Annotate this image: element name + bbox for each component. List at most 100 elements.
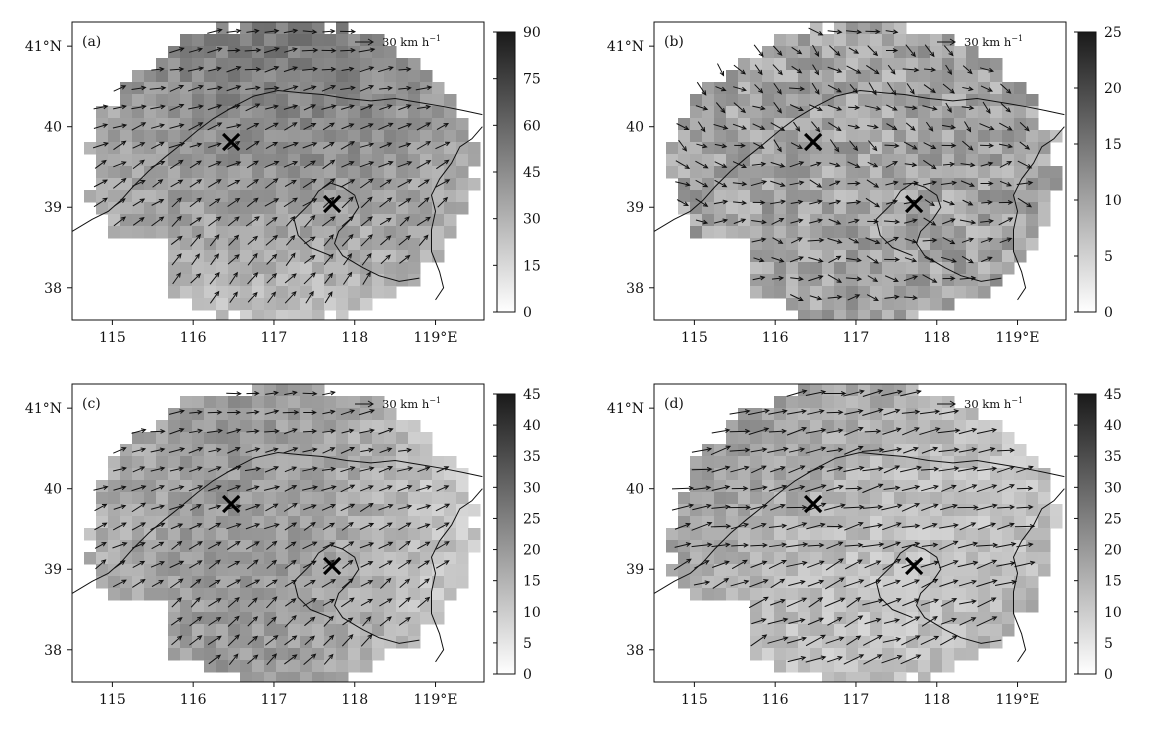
lat-tick-label: 38 — [44, 281, 62, 297]
colorbar-tick-label: 15 — [1104, 137, 1122, 153]
colorbar-tick-label: 35 — [1104, 449, 1122, 465]
colorbar-tick-label: 60 — [523, 118, 541, 134]
shaded-field — [84, 22, 481, 320]
lon-tick-label: 117 — [843, 330, 870, 346]
lat-tick-label: 40 — [626, 120, 644, 136]
colorbar-tick-label: 15 — [1104, 574, 1122, 590]
panel-d: (d) 30 km h−1 115 116 117 118 119°E 38 39 40 41°N 0… — [607, 383, 1122, 708]
colorbar-tick-label: 20 — [1104, 543, 1122, 559]
coastline — [72, 89, 483, 301]
map-frame — [71, 383, 485, 683]
city-marker-beijing — [804, 494, 823, 514]
lon-tick-label: 115 — [99, 692, 126, 708]
lat-tick-label: 39 — [44, 200, 62, 216]
panel-b: (b) 30 km h−1 115 116 117 118 119°E 38 39 40 41°N 0… — [607, 21, 1122, 346]
lat-tick-label: 38 — [44, 643, 62, 659]
colorbar-tick-label: 10 — [523, 605, 541, 621]
colorbar: 0 5 10 15 20 25 — [1074, 25, 1122, 321]
lat-tick-label: 38 — [626, 643, 644, 659]
lon-tick-label: 115 — [99, 330, 126, 346]
colorbar-tick-label: 35 — [523, 449, 541, 465]
lon-tick-label: 118 — [341, 330, 368, 346]
lon-tick-label: 119°E — [996, 692, 1040, 708]
lon-tick-label: 115 — [681, 330, 708, 346]
colorbar-tick-label: 40 — [523, 418, 541, 434]
lat-tick-label: 39 — [44, 562, 62, 578]
panel-a: (a) 30 km h−1 115 116 117 118 119°E 38 39 40 41°N 0… — [25, 21, 541, 346]
city-marker-tianjin — [904, 194, 924, 214]
lon-tick-label: 116 — [180, 692, 207, 708]
lat-tick-label: 41°N — [25, 39, 62, 55]
city-marker-tianjin — [322, 556, 342, 576]
colorbar-tick-label: 45 — [523, 165, 541, 181]
reference-arrow-label: 30 km h−1 — [964, 34, 1023, 49]
lat-tick-label: 41°N — [25, 401, 62, 417]
lon-tick-label: 117 — [261, 692, 288, 708]
panel-label: (a) — [82, 34, 101, 50]
lat-tick-label: 40 — [44, 120, 62, 136]
lon-tick-label: 115 — [681, 692, 708, 708]
colorbar: 0 15 30 45 60 75 90 — [493, 25, 541, 321]
lon-tick-label: 119°E — [414, 692, 458, 708]
wind-arrows — [93, 390, 451, 666]
lon-tick-label: 118 — [923, 330, 950, 346]
city-marker-tianjin — [904, 556, 924, 576]
colorbar-tick-label: 5 — [523, 636, 532, 652]
map-frame — [653, 383, 1067, 683]
colorbar-tick-label: 45 — [523, 387, 541, 403]
lat-tick-label: 40 — [626, 482, 644, 498]
colorbar: 0 5 10 15 20 25 30 35 40 45 — [1074, 387, 1122, 683]
reference-arrow-label: 30 km h−1 — [382, 34, 441, 49]
lon-tick-label: 116 — [762, 692, 789, 708]
panel-label: (d) — [664, 396, 684, 412]
wind-arrows — [92, 28, 451, 304]
panel-c: (c) 30 km h−1 115 116 117 118 119°E 38 39 40 41°N 0… — [25, 383, 541, 708]
colorbar-tick-label: 45 — [1104, 387, 1122, 403]
shaded-field — [84, 384, 481, 682]
coastline — [654, 451, 1065, 663]
reference-arrow-label: 30 km h−1 — [382, 396, 441, 411]
coastline — [654, 89, 1065, 301]
reference-arrow: 30 km h−1 — [355, 34, 441, 49]
lat-tick-label: 40 — [44, 482, 62, 498]
colorbar-tick-label: 15 — [523, 574, 541, 590]
shaded-field — [666, 22, 1063, 320]
colorbar: 0 5 10 15 20 25 30 35 40 45 — [493, 387, 541, 683]
lat-tick-label: 41°N — [607, 401, 644, 417]
lon-tick-label: 116 — [180, 330, 207, 346]
colorbar-tick-label: 30 — [1104, 480, 1122, 496]
colorbar-tick-label: 30 — [523, 480, 541, 496]
colorbar-tick-label: 10 — [1104, 193, 1122, 209]
colorbar-tick-label: 0 — [523, 667, 532, 683]
colorbar-tick-label: 40 — [1104, 418, 1122, 434]
colorbar-tick-label: 20 — [1104, 81, 1122, 97]
lon-tick-label: 119°E — [414, 330, 458, 346]
colorbar-tick-label: 25 — [1104, 25, 1122, 41]
lat-tick-label: 41°N — [607, 39, 644, 55]
map-frame — [71, 21, 485, 321]
lon-tick-label: 119°E — [996, 330, 1040, 346]
panel-label: (b) — [664, 34, 684, 50]
colorbar-tick-label: 0 — [1104, 305, 1113, 321]
colorbar-tick-label: 25 — [523, 511, 541, 527]
colorbar-tick-label: 10 — [1104, 605, 1122, 621]
reference-arrow: 30 km h−1 — [355, 396, 441, 411]
city-marker-beijing — [222, 494, 241, 514]
city-marker-tianjin — [322, 194, 342, 214]
colorbar-tick-label: 5 — [1104, 249, 1113, 265]
reference-arrow-label: 30 km h−1 — [964, 396, 1023, 411]
colorbar-tick-label: 30 — [523, 212, 541, 228]
city-marker-beijing — [222, 132, 241, 152]
lat-tick-label: 39 — [626, 200, 644, 216]
colorbar-tick-label: 15 — [523, 258, 541, 274]
reference-arrow: 30 km h−1 — [937, 396, 1023, 411]
colorbar-tick-label: 0 — [523, 305, 532, 321]
panel-label: (c) — [82, 396, 101, 412]
colorbar-tick-label: 20 — [523, 543, 541, 559]
lat-tick-label: 38 — [626, 281, 644, 297]
reference-arrow: 30 km h−1 — [937, 34, 1023, 49]
coastline — [72, 451, 483, 663]
colorbar-tick-label: 5 — [1104, 636, 1113, 652]
wind-arrows — [675, 27, 1034, 302]
